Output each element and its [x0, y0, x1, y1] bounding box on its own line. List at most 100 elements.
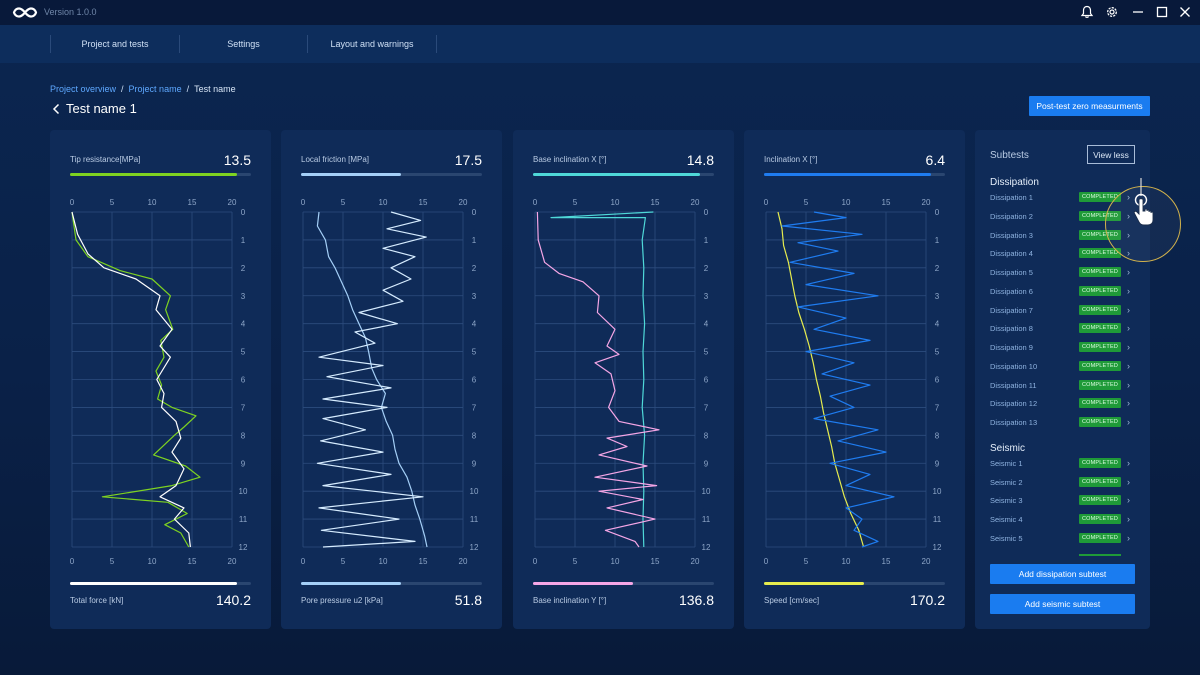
subtest-row[interactable]: Seismic 2 COMPLETED ›: [990, 476, 1135, 490]
x-tick-label-bottom: 20: [459, 557, 468, 566]
chevron-right-icon[interactable]: ›: [1127, 342, 1130, 352]
subtest-name: Dissipation 5: [990, 268, 1033, 277]
add-dissipation-subtest-button[interactable]: Add dissipation subtest: [990, 564, 1135, 584]
series-line-2: [316, 211, 427, 548]
y-tick-label: 4: [704, 320, 709, 329]
primary-metric-bar: [764, 173, 945, 176]
chevron-right-icon[interactable]: ›: [1127, 323, 1130, 334]
subtest-name: Dissipation 11: [990, 380, 1037, 390]
chevron-right-icon[interactable]: ›: [1127, 398, 1130, 409]
minimize-icon[interactable]: [1131, 5, 1145, 19]
gear-icon[interactable]: [1105, 5, 1119, 19]
y-tick-label: 4: [472, 320, 477, 329]
chevron-right-icon[interactable]: ›: [1127, 304, 1130, 315]
subtest-row[interactable]: Seismic 5 COMPLETED ›: [990, 532, 1135, 546]
chevron-right-icon[interactable]: ›: [1127, 476, 1130, 487]
subtest-row[interactable]: Seismic 4 COMPLETED ›: [990, 513, 1135, 527]
nav-item-layout-and-warnings[interactable]: Layout and warnings: [330, 39, 414, 49]
primary-metric-value: 13.5: [223, 152, 251, 168]
chevron-right-icon[interactable]: ›: [1127, 360, 1130, 371]
y-tick-label: 9: [472, 459, 477, 468]
subtest-row[interactable]: Dissipation 11 COMPLETED ›: [990, 379, 1135, 393]
primary-metric-bar: [301, 173, 482, 176]
add-seismic-subtest-button[interactable]: Add seismic subtest: [990, 594, 1135, 614]
secondary-metric-label: Total force [kN]: [70, 596, 124, 605]
subtest-row[interactable]: Dissipation 12 COMPLETED ›: [990, 397, 1135, 411]
primary-metric-bar: [533, 173, 714, 176]
chart-panel: Local friction [MPa] 17.5 Pore pressure …: [281, 130, 502, 629]
chevron-right-icon[interactable]: ›: [1127, 267, 1130, 277]
x-tick-label-bottom: 20: [691, 557, 700, 566]
subtest-row[interactable]: Dissipation 8 COMPLETED ›: [990, 322, 1135, 336]
y-tick-label: 7: [935, 403, 940, 412]
subtest-row[interactable]: Dissipation 6 COMPLETED ›: [990, 285, 1135, 299]
secondary-metric-bar-fill: [70, 582, 237, 585]
x-tick-label-top: 0: [764, 198, 769, 207]
subtest-row[interactable]: Dissipation 13 COMPLETED ›: [990, 416, 1135, 430]
x-tick-label-bottom: 0: [301, 557, 306, 566]
status-badge: COMPLETED: [1079, 342, 1121, 352]
main-nav: Project and tests Settings Layout and wa…: [0, 25, 1200, 63]
primary-metric-label: Tip resistance[MPa]: [70, 155, 141, 164]
subtest-row[interactable]: Seismic 3 COMPLETED ›: [990, 494, 1135, 508]
chevron-right-icon[interactable]: ›: [1127, 285, 1130, 296]
subtest-row[interactable]: Dissipation 5 COMPLETED ›: [990, 266, 1135, 280]
primary-metric-value: 17.5: [454, 152, 482, 168]
subtest-row[interactable]: Dissipation 10 COMPLETED ›: [990, 360, 1135, 374]
chevron-left-icon[interactable]: [52, 103, 60, 115]
y-tick-label: 10: [239, 487, 248, 496]
nav-item-project-and-tests[interactable]: Project and tests: [81, 39, 149, 49]
chevron-right-icon[interactable]: ›: [1127, 457, 1130, 468]
x-tick-label-bottom: 0: [533, 557, 538, 566]
y-tick-label: 3: [935, 292, 940, 301]
x-tick-label-bottom: 5: [110, 557, 115, 566]
y-tick-label: 2: [704, 264, 709, 273]
series-line-1: [777, 211, 865, 548]
y-tick-label: 12: [933, 543, 942, 552]
y-tick-label: 6: [472, 376, 477, 385]
x-tick-label-top: 0: [533, 198, 538, 207]
x-tick-label-top: 20: [922, 198, 931, 207]
subtest-row[interactable]: Dissipation 4 COMPLETED ›: [990, 247, 1135, 261]
maximize-icon[interactable]: [1155, 5, 1169, 19]
y-tick-label: 12: [470, 543, 479, 552]
x-tick-label-bottom: 10: [842, 557, 851, 566]
y-tick-label: 9: [704, 459, 709, 468]
chevron-right-icon[interactable]: ›: [1127, 514, 1130, 524]
y-tick-label: 10: [702, 487, 711, 496]
chart-panel: Inclination X [°] 6.4 Speed [cm/sec] 170…: [744, 130, 965, 629]
view-less-button[interactable]: View less: [1087, 145, 1135, 164]
status-badge: COMPLETED: [1079, 514, 1121, 524]
y-tick-label: 5: [241, 348, 246, 357]
infinity-logo: [12, 7, 38, 18]
subtest-row[interactable]: Dissipation 9 COMPLETED ›: [990, 341, 1135, 355]
close-icon[interactable]: [1178, 5, 1192, 19]
title-bar: Version 1.0.0: [0, 0, 1200, 25]
subtest-row[interactable]: Seismic 1 COMPLETED ›: [990, 457, 1135, 471]
y-tick-label: 10: [933, 487, 942, 496]
breadcrumb-project-overview[interactable]: Project overview: [50, 84, 117, 94]
chevron-right-icon[interactable]: ›: [1127, 379, 1130, 390]
breadcrumb-separator: /: [186, 84, 190, 94]
subtest-name: Seismic 1: [990, 458, 1023, 468]
x-tick-label-top: 10: [611, 198, 620, 207]
secondary-metric-label: Pore pressure u2 [kPa]: [301, 596, 383, 605]
subtest-row[interactable]: Dissipation 7 COMPLETED ›: [990, 304, 1135, 318]
x-tick-label-top: 5: [573, 198, 578, 207]
y-tick-label: 3: [241, 292, 246, 301]
y-tick-label: 8: [704, 431, 709, 440]
y-tick-label: 11: [933, 515, 942, 524]
post-test-zero-button[interactable]: Post-test zero measurments: [1029, 96, 1150, 116]
y-tick-label: 5: [935, 348, 940, 357]
chevron-right-icon[interactable]: ›: [1127, 417, 1130, 427]
nav-item-settings[interactable]: Settings: [227, 39, 260, 49]
breadcrumb-project-name[interactable]: Project name: [128, 84, 182, 94]
chevron-right-icon[interactable]: ›: [1127, 495, 1130, 506]
chevron-right-icon[interactable]: ›: [1127, 532, 1130, 543]
primary-metric-bar-fill: [764, 173, 931, 176]
nav-divider: [307, 35, 308, 53]
y-tick-label: 6: [935, 376, 940, 385]
chart-panel: Tip resistance[MPa] 13.5 Total force [kN…: [50, 130, 271, 629]
bell-icon[interactable]: [1080, 5, 1094, 19]
